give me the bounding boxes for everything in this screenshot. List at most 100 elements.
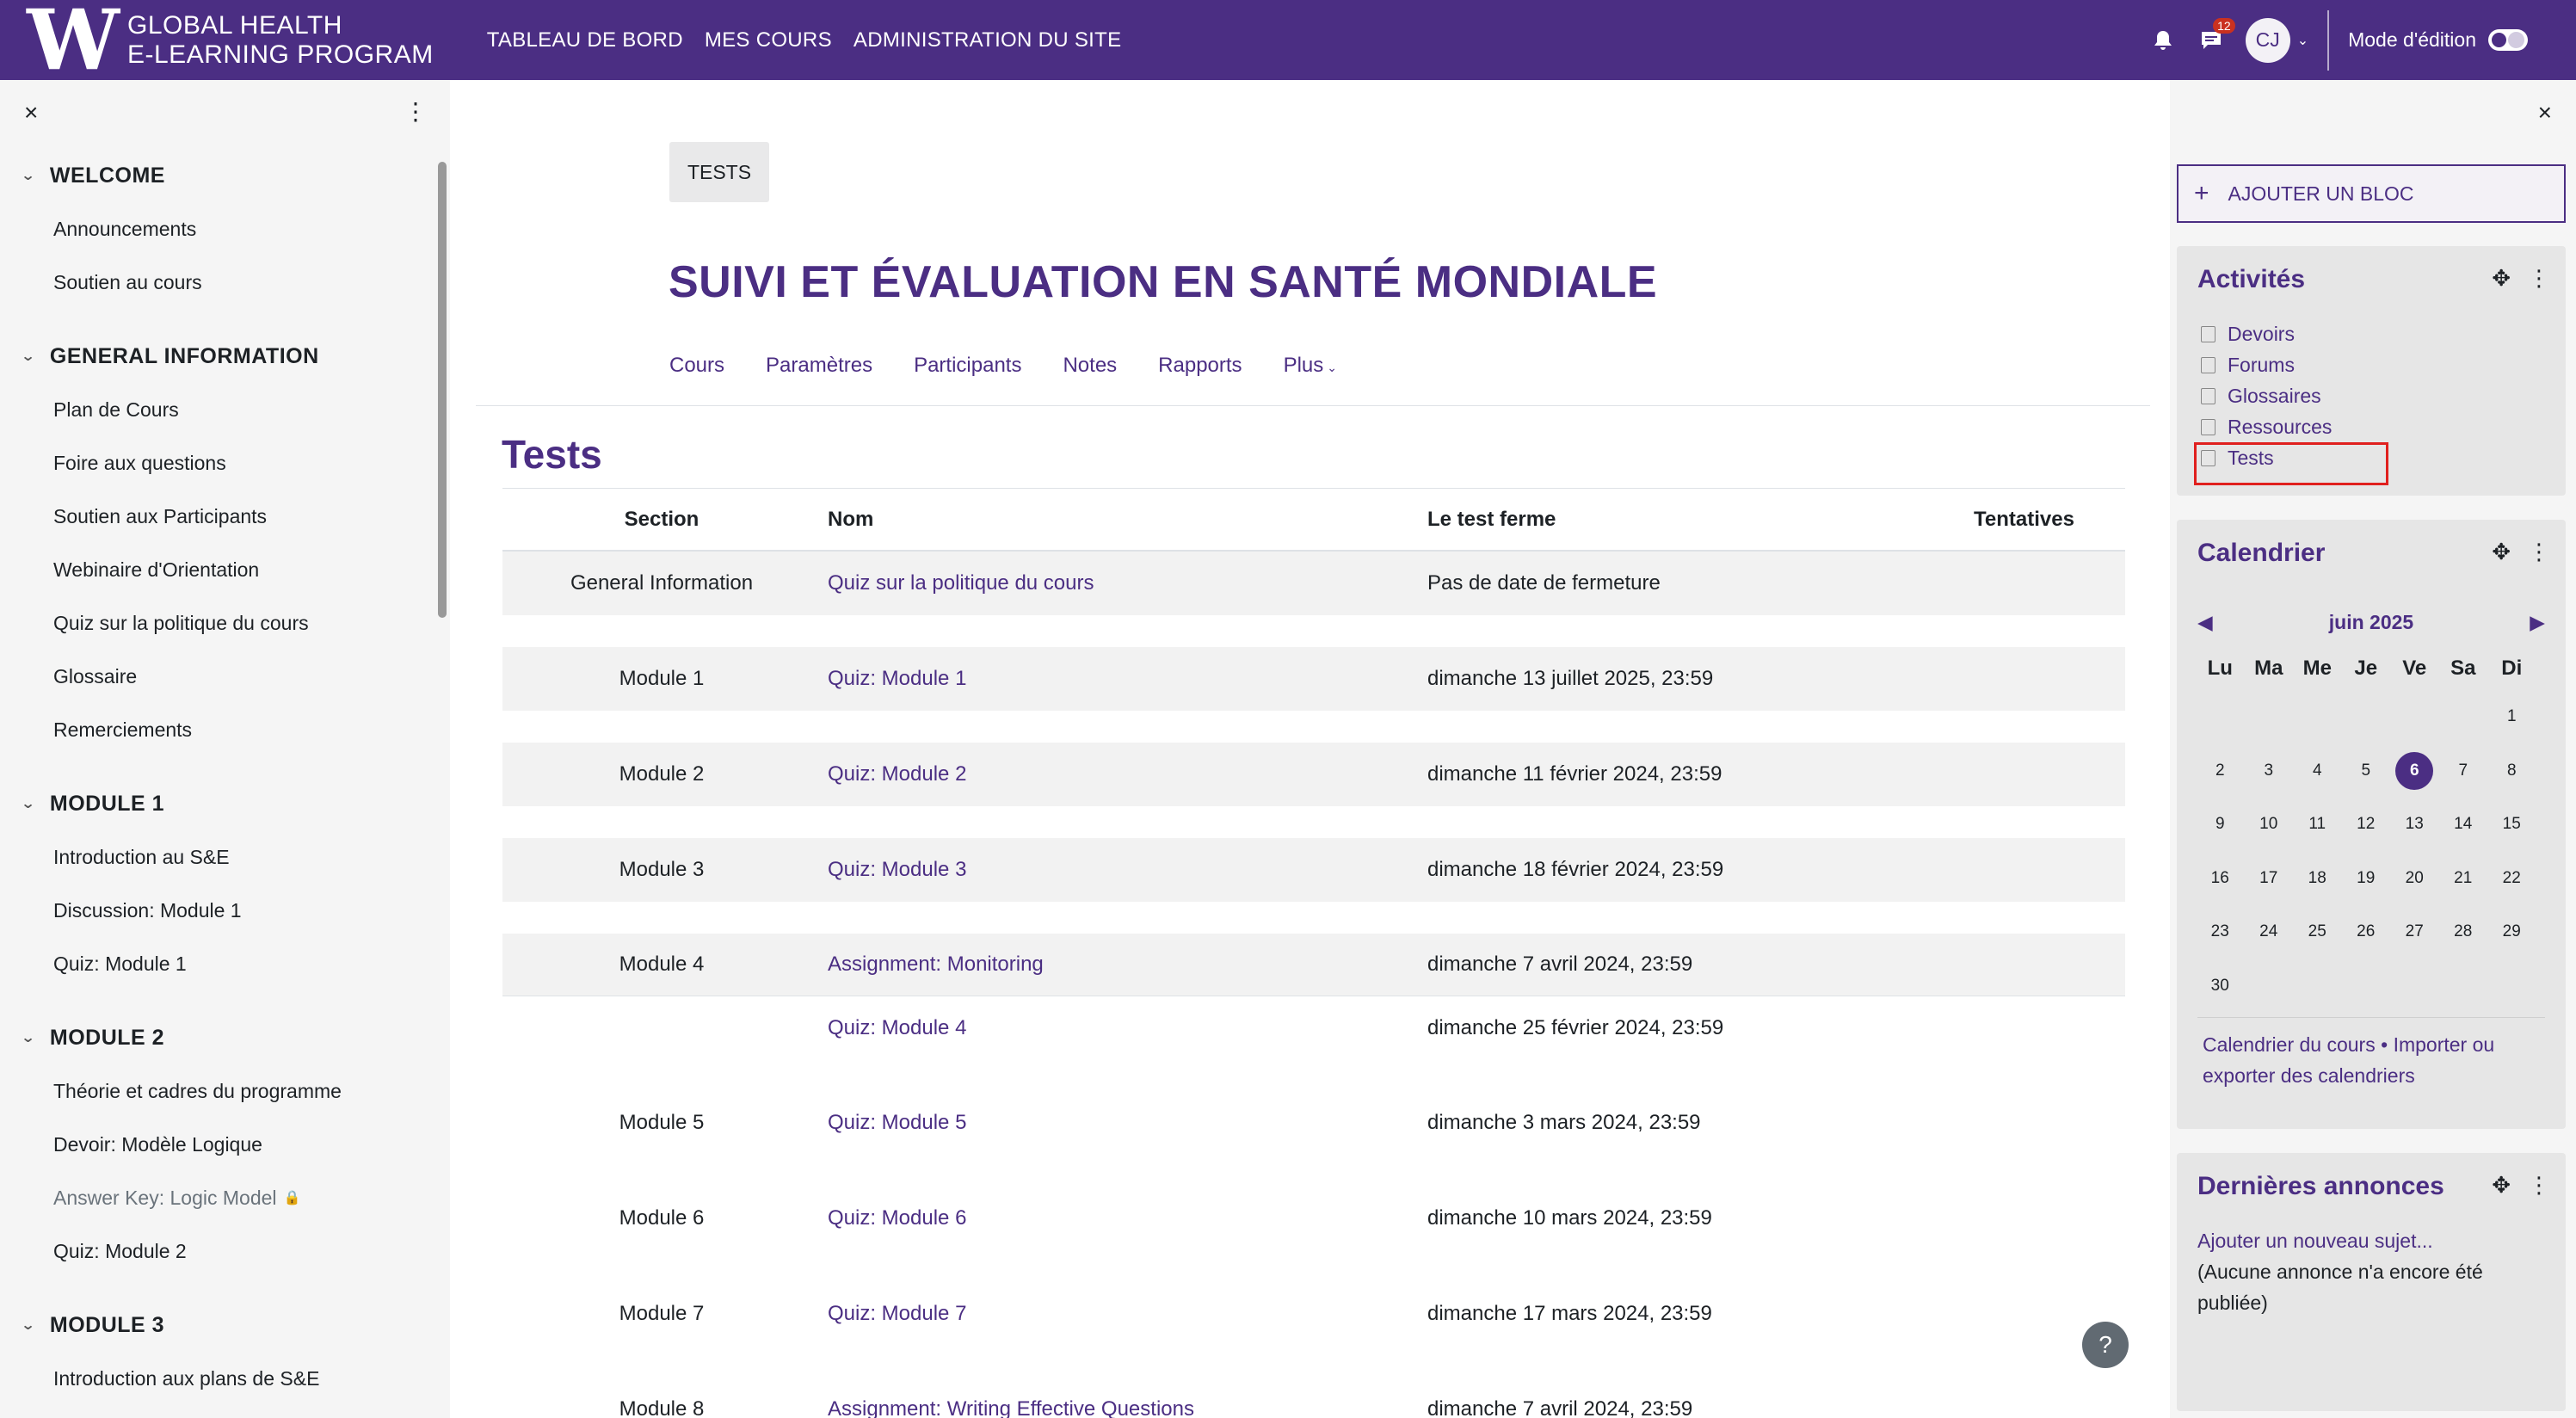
index-item-quiz-1[interactable]: Quiz: Module 1 bbox=[53, 952, 187, 975]
close-icon[interactable]: × bbox=[2537, 99, 2552, 126]
import-export-calendars-link[interactable]: Importer ou exporter des calendriers bbox=[2203, 1033, 2495, 1087]
index-item-acknowledgements[interactable]: Remerciements bbox=[53, 718, 193, 741]
calendar-day[interactable]: 7 bbox=[2439, 761, 2488, 780]
quiz-link[interactable]: Quiz: Module 6 bbox=[828, 1206, 967, 1230]
nav-my-courses-link[interactable]: MES COURS bbox=[704, 28, 832, 52]
activity-resources-link[interactable]: Ressources bbox=[2201, 411, 2332, 442]
quiz-link[interactable]: Quiz: Module 2 bbox=[828, 762, 967, 786]
breadcrumb[interactable]: TESTS bbox=[669, 142, 769, 202]
add-topic-link[interactable]: Ajouter un nouveau sujet... bbox=[2197, 1230, 2433, 1252]
nav-site-admin-link[interactable]: ADMINISTRATION DU SITE bbox=[853, 28, 1122, 52]
calendar-day[interactable]: 15 bbox=[2487, 815, 2536, 834]
user-avatar[interactable]: CJ bbox=[2245, 17, 2290, 63]
section-module-1[interactable]: ⌄ MODULE 1 bbox=[0, 777, 450, 830]
section-welcome[interactable]: ⌄ WELCOME bbox=[0, 149, 450, 202]
close-icon[interactable]: × bbox=[24, 99, 39, 126]
quiz-link[interactable]: Quiz: Module 7 bbox=[828, 1302, 967, 1325]
calendar-day[interactable]: 22 bbox=[2487, 869, 2536, 888]
quiz-link[interactable]: Quiz: Module 5 bbox=[828, 1111, 967, 1134]
calendar-day[interactable]: 8 bbox=[2487, 761, 2536, 780]
chevron-down-icon[interactable]: ⌄ bbox=[20, 797, 36, 811]
calendar-day[interactable]: 27 bbox=[2390, 922, 2439, 941]
calendar-day[interactable]: 6 bbox=[2390, 751, 2439, 790]
calendar-day[interactable]: 26 bbox=[2342, 922, 2391, 941]
section-module-3[interactable]: ⌄ MODULE 3 bbox=[0, 1298, 450, 1352]
more-options-icon[interactable]: ⋮ bbox=[404, 98, 428, 125]
more-options-icon[interactable]: ⋮ bbox=[2528, 1172, 2550, 1198]
tab-reports[interactable]: Rapports bbox=[1158, 354, 1242, 377]
calendar-day[interactable]: 9 bbox=[2196, 815, 2245, 834]
calendar-day[interactable]: 10 bbox=[2245, 815, 2294, 834]
index-item-orientation-webinar[interactable]: Webinaire d'Orientation bbox=[53, 558, 260, 581]
calendar-day[interactable]: 30 bbox=[2196, 977, 2245, 996]
quiz-link[interactable]: Quiz sur la politique du cours bbox=[828, 571, 1094, 595]
calendar-day[interactable]: 5 bbox=[2342, 761, 2391, 780]
edit-mode-toggle[interactable] bbox=[2488, 29, 2528, 51]
calendar-day[interactable]: 24 bbox=[2245, 922, 2294, 941]
move-icon[interactable]: ✥ bbox=[2492, 539, 2511, 564]
activity-forums-link[interactable]: Forums bbox=[2201, 349, 2332, 380]
calendar-day[interactable]: 11 bbox=[2293, 815, 2342, 834]
move-icon[interactable]: ✥ bbox=[2492, 265, 2511, 291]
next-month-icon[interactable]: ▶ bbox=[2530, 611, 2545, 633]
chevron-down-icon[interactable]: ⌄ bbox=[20, 1031, 36, 1045]
scrollbar[interactable] bbox=[438, 162, 447, 618]
index-item-course-support[interactable]: Soutien au cours bbox=[53, 270, 202, 293]
assignment-link[interactable]: Assignment: Monitoring bbox=[828, 953, 1044, 976]
tab-participants[interactable]: Participants bbox=[914, 354, 1022, 377]
chevron-down-icon[interactable]: ⌄ bbox=[20, 1318, 36, 1333]
index-item-faq[interactable]: Foire aux questions bbox=[53, 451, 226, 474]
chat-icon[interactable]: 12 bbox=[2194, 17, 2235, 58]
activity-glossaries-link[interactable]: Glossaires bbox=[2201, 380, 2332, 411]
add-block-button[interactable]: + AJOUTER UN BLOC bbox=[2177, 164, 2566, 223]
calendar-day[interactable]: 28 bbox=[2439, 922, 2488, 941]
index-item-glossary[interactable]: Glossaire bbox=[53, 664, 138, 687]
assignment-link[interactable]: Assignment: Writing Effective Questions bbox=[828, 1397, 1194, 1418]
activity-tests-link[interactable]: Tests bbox=[2201, 442, 2332, 473]
calendar-day[interactable]: 19 bbox=[2342, 869, 2391, 888]
index-item-intro-me[interactable]: Introduction au S&E bbox=[53, 845, 230, 868]
bell-icon[interactable] bbox=[2146, 23, 2180, 58]
calendar-day[interactable]: 18 bbox=[2293, 869, 2342, 888]
calendar-day[interactable]: 25 bbox=[2293, 922, 2342, 941]
help-button[interactable]: ? bbox=[2082, 1322, 2129, 1368]
calendar-day[interactable]: 4 bbox=[2293, 761, 2342, 780]
activity-assignments-link[interactable]: Devoirs bbox=[2201, 318, 2332, 349]
site-brand[interactable]: W GLOBAL HEALTH E-LEARNING PROGRAM bbox=[19, 0, 434, 81]
calendar-day[interactable]: 16 bbox=[2196, 869, 2245, 888]
calendar-day[interactable]: 3 bbox=[2245, 761, 2294, 780]
chevron-down-icon[interactable]: ⌄ bbox=[20, 349, 36, 364]
index-item-answer-key[interactable]: Answer Key: Logic Model 🔒 bbox=[0, 1171, 450, 1224]
calendar-day[interactable]: 23 bbox=[2196, 922, 2245, 941]
index-item-policy-quiz[interactable]: Quiz sur la politique du cours bbox=[53, 611, 309, 634]
calendar-day[interactable]: 14 bbox=[2439, 815, 2488, 834]
calendar-day[interactable]: 2 bbox=[2196, 761, 2245, 780]
quiz-link[interactable]: Quiz: Module 1 bbox=[828, 667, 967, 690]
calendar-day[interactable]: 21 bbox=[2439, 869, 2488, 888]
calendar-day[interactable]: 13 bbox=[2390, 815, 2439, 834]
calendar-day[interactable]: 12 bbox=[2342, 815, 2391, 834]
calendar-day[interactable]: 29 bbox=[2487, 922, 2536, 941]
index-item-quiz-2[interactable]: Quiz: Module 2 bbox=[53, 1239, 187, 1262]
chevron-down-icon[interactable]: ⌄ bbox=[20, 169, 36, 183]
more-options-icon[interactable]: ⋮ bbox=[2528, 539, 2550, 564]
index-item-program-theory[interactable]: Théorie et cadres du programme bbox=[53, 1079, 342, 1102]
previous-month-icon[interactable]: ◀ bbox=[2197, 611, 2213, 633]
calendar-day[interactable]: 20 bbox=[2390, 869, 2439, 888]
index-item-me-plans[interactable]: Introduction aux plans de S&E bbox=[53, 1366, 320, 1390]
calendar-day[interactable]: 1 bbox=[2487, 707, 2536, 726]
index-item-participant-support[interactable]: Soutien aux Participants bbox=[53, 504, 268, 527]
index-item-announcements[interactable]: Announcements bbox=[53, 217, 197, 240]
index-item-logic-model-assignment[interactable]: Devoir: Modèle Logique bbox=[53, 1132, 262, 1156]
tab-more[interactable]: Plus ⌄ bbox=[1284, 354, 1337, 378]
chevron-down-icon[interactable]: ⌄ bbox=[2296, 33, 2309, 48]
tab-grades[interactable]: Notes bbox=[1063, 354, 1118, 377]
tab-course[interactable]: Cours bbox=[669, 354, 725, 377]
quiz-link[interactable]: Quiz: Module 3 bbox=[828, 858, 967, 881]
index-item-discussion-1[interactable]: Discussion: Module 1 bbox=[53, 898, 242, 922]
section-general-information[interactable]: ⌄ GENERAL INFORMATION bbox=[0, 330, 450, 383]
calendar-day[interactable]: 17 bbox=[2245, 869, 2294, 888]
nav-dashboard-link[interactable]: TABLEAU DE BORD bbox=[486, 28, 683, 52]
index-item-syllabus[interactable]: Plan de Cours bbox=[53, 398, 179, 421]
tab-settings[interactable]: Paramètres bbox=[766, 354, 873, 377]
